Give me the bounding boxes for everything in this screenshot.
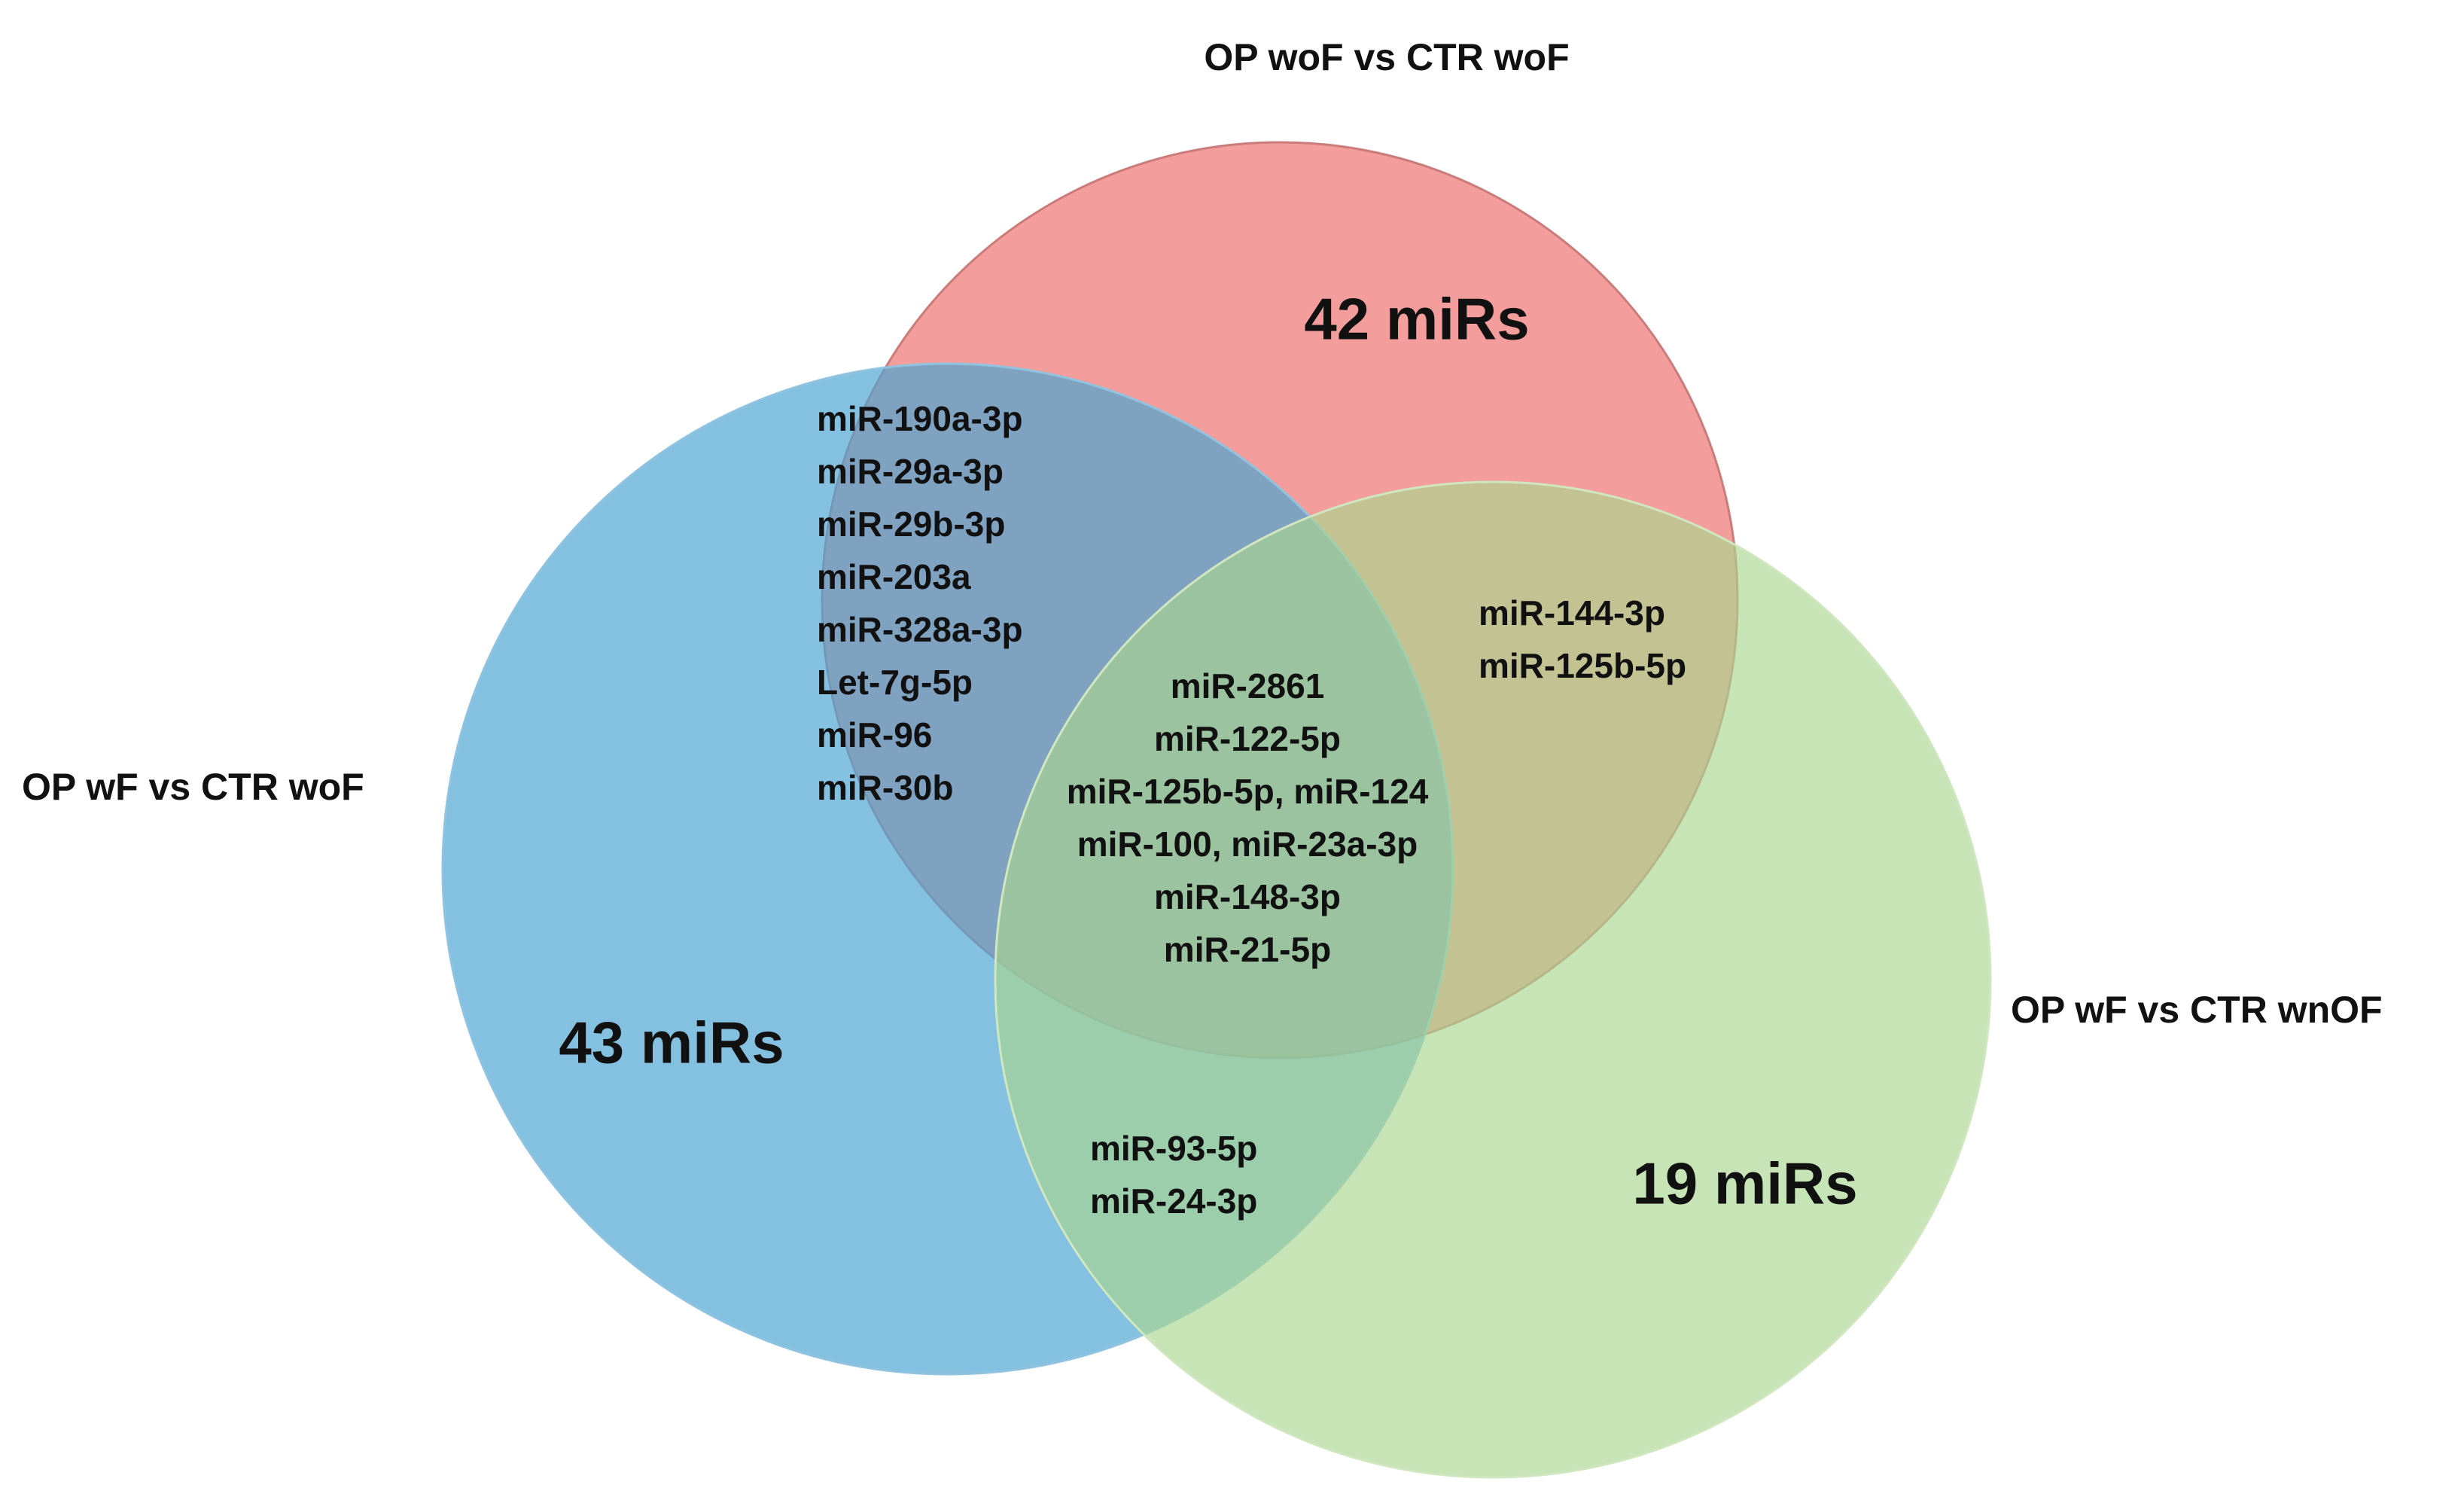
mirna-item: miR-190a-3p [817,399,1023,438]
mirna-item: miR-328a-3p [817,610,1023,649]
mirna-item: miR-144-3p [1479,593,1665,633]
mirna-item: miR-125b-5p [1479,646,1686,685]
mirna-item: miR-148-3p [1154,877,1341,916]
set-count: 19 miRs [1632,1151,1857,1217]
mirna-item: miR-100, miR-23a-3p [1077,825,1418,864]
mirna-item: miR-2861 [1171,666,1325,706]
mirna-item: miR-203a [817,557,971,596]
set-label: OP woF vs CTR woF [1204,36,1569,78]
set-label: OP wF vs CTR wnOF [2011,989,2383,1031]
set-label: OP wF vs CTR woF [22,766,364,808]
mirna-item: miR-93-5p [1090,1129,1257,1168]
mirna-item: miR-125b-5p, miR-124 [1067,772,1429,811]
mirna-item: miR-122-5p [1154,719,1341,758]
mirna-item: miR-29b-3p [817,505,1005,544]
set-count: 43 miRs [559,1010,784,1076]
mirna-item: miR-24-3p [1090,1181,1257,1221]
circle-green [994,480,1992,1479]
mirna-item: miR-96 [817,715,932,754]
mirna-item: miR-21-5p [1164,930,1331,969]
set-count: 42 miRs [1304,286,1529,352]
mirna-item: miR-30b [817,768,953,807]
mirna-item: Let-7g-5p [817,663,973,702]
mirna-item: miR-29a-3p [817,452,1004,491]
